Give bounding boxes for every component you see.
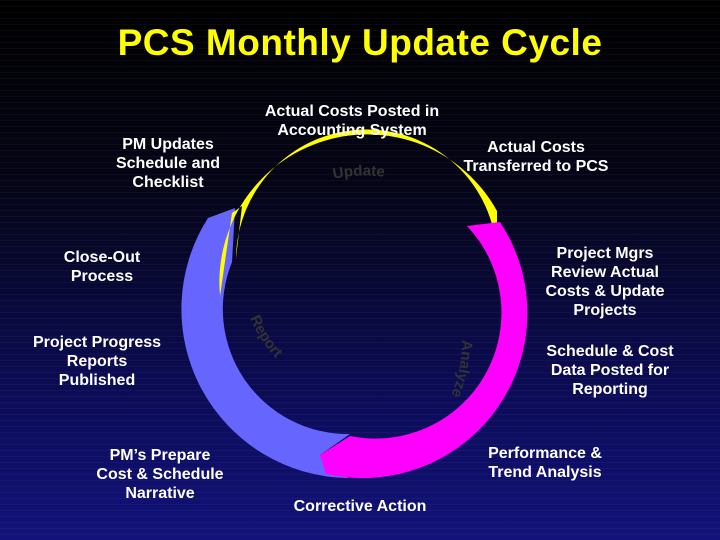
report-arc-label: Report xyxy=(246,313,285,362)
analyze-arc-label: Analyze xyxy=(447,340,475,400)
step-project-mgrs-review: Project Mgrs Review Actual Costs & Updat… xyxy=(545,245,665,319)
slide-title: PCS Monthly Update Cycle xyxy=(117,22,603,63)
update-arc-label: Update xyxy=(331,163,385,183)
step-pm-updates-schedule: PM Updates Schedule and Checklist xyxy=(115,136,221,191)
step-progress-reports-published: Project Progress Reports Published xyxy=(32,334,162,389)
step-pms-prepare-narrative: PM’s Prepare Cost & Schedule Narrative xyxy=(96,447,224,502)
step-corrective-action: Corrective Action xyxy=(293,498,427,515)
report-arc xyxy=(181,208,350,478)
step-actual-costs-transferred: Actual Costs Transferred to PCS xyxy=(463,139,609,175)
step-actual-costs-posted: Actual Costs Posted in Accounting System xyxy=(264,103,440,139)
step-schedule-cost-data-posted: Schedule & Cost Data Posted for Reportin… xyxy=(546,343,674,398)
step-performance-trend-analysis: Performance & Trend Analysis xyxy=(488,445,602,481)
step-close-out-process: Close-Out Process xyxy=(63,249,141,285)
analyze-arc xyxy=(320,222,528,479)
